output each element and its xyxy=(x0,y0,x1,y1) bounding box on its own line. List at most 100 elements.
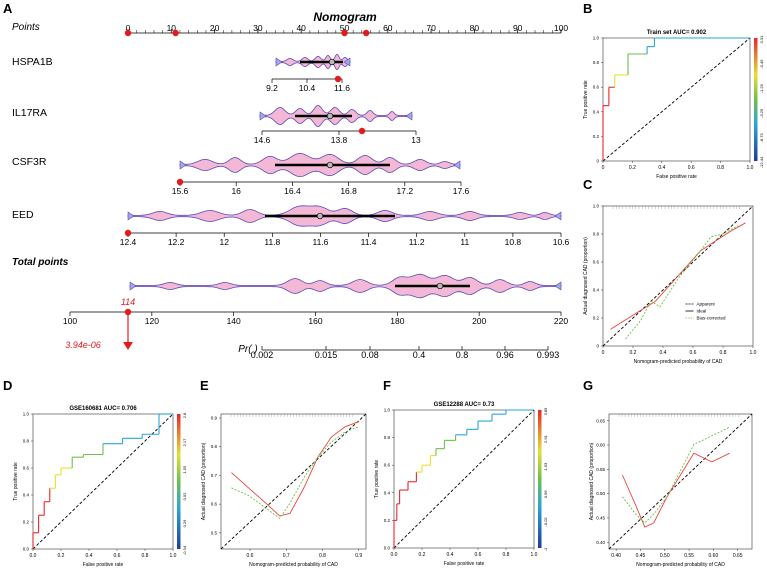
panel-c-ytick-label: 0.8 xyxy=(593,232,600,237)
panel-g-diagonal xyxy=(608,413,753,550)
panel-b-colorbar-label: 0.31 xyxy=(759,35,764,44)
hspa1b-scale-tick-label: 11.6 xyxy=(334,83,350,93)
eed-scale-tick-label: 10.8 xyxy=(505,237,522,247)
total-points-value: 114 xyxy=(121,297,135,307)
panel-f-colorbar-label: 1.93 xyxy=(543,462,548,471)
panel-e-ytick-label: 0.6 xyxy=(211,502,218,507)
eed-median xyxy=(316,212,324,220)
panel-e-frame xyxy=(220,413,367,550)
panel-d-colorbar-label: -0.34 xyxy=(182,545,187,555)
il17ra-median xyxy=(326,112,334,120)
panel-e-ytick-label: 0.9 xyxy=(211,416,218,421)
panel-e-xtick-label: 0.6 xyxy=(247,553,254,559)
panel-e-series-bias-corrected xyxy=(231,426,360,520)
panel-b-xlabel: False positive rate xyxy=(656,174,697,180)
csf3r-scale-tick-label: 16.8 xyxy=(340,186,357,196)
panel-f-colorbar-label: 0.96 xyxy=(543,490,548,499)
panel-d-diagonal xyxy=(32,413,174,550)
eed-scale-tick-label: 11.4 xyxy=(361,237,377,247)
panel-c-legend-label: Bias-corrected xyxy=(697,316,727,321)
panel-c-xtick-label: 1.0 xyxy=(750,350,757,356)
points-marker xyxy=(362,29,370,37)
points-scale-tick-label: 30 xyxy=(253,23,263,33)
panel-b-colorbar-label: -1.29 xyxy=(759,83,764,93)
panel-g-ytick-label: 0.55 xyxy=(596,467,605,472)
panel-c-legend-label: Ideal xyxy=(697,309,707,314)
panel-e-ytick-label: 0.7 xyxy=(211,473,218,478)
panel-c-ylabel: Actual diagnosed CAD (proportion) xyxy=(583,237,589,315)
panel-g-series-bias-corrected xyxy=(622,426,730,524)
row-label-4: EED xyxy=(12,209,34,221)
panel-e-diagonal xyxy=(220,413,367,550)
total-scale-tick-label: 120 xyxy=(145,316,159,326)
panel-d-ytick-label: 0.2 xyxy=(23,520,30,525)
panel-label-d: D xyxy=(3,378,13,393)
panel-g-xtick-label: 0.50 xyxy=(660,553,670,559)
panel-c-xlabel: Nomogram-predicted probability of CAD xyxy=(634,359,723,365)
panel-d-colorbar-label: 2.17 xyxy=(182,438,187,447)
hspa1b-marker xyxy=(334,75,342,83)
prob-scale-tick-label: 0.015 xyxy=(315,350,338,360)
prob-scale-tick-label: 0.002 xyxy=(251,350,274,360)
panel-f-xtick-label: 0.6 xyxy=(475,552,482,558)
probability-value: 3.94e-06 xyxy=(65,340,101,350)
panel-b-ytick-label: 0.8 xyxy=(593,60,600,65)
il17ra-marker xyxy=(358,127,366,135)
panel-b-xtick-label: 0.6 xyxy=(688,165,695,171)
csf3r-scale-tick-label: 16 xyxy=(231,186,241,196)
panel-c-xtick-label: 0.6 xyxy=(690,350,697,356)
panel-d-colorbar-label: 0.92 xyxy=(182,492,187,501)
total-scale-tick-label: 180 xyxy=(390,316,404,326)
row-label-3: CSF3R xyxy=(12,156,47,168)
panel-c-series-bias-corrected xyxy=(625,225,739,340)
nomogram-title: Nomogram xyxy=(313,10,377,24)
panel-c-xtick-label: 0.2 xyxy=(630,350,637,356)
panel-b-ytick-label: 0.4 xyxy=(593,109,600,114)
panel-e-series-apparent xyxy=(231,421,360,517)
panel-f-ytick-label: 0.6 xyxy=(384,463,391,468)
panel-d-colorbar-label: 1.55 xyxy=(182,465,187,474)
prob-scale-tick-label: 0.993 xyxy=(537,350,560,360)
panel-d-xtick-label: 0.8 xyxy=(142,553,149,559)
total-end-left xyxy=(129,281,137,291)
panel-f-xtick-label: 0.2 xyxy=(419,552,426,558)
row-label-2: IL17RA xyxy=(12,107,47,119)
panel-d-colorbar xyxy=(177,414,181,549)
il17ra-end-left xyxy=(259,111,267,121)
panel-d-title: GSE160681 AUC= 0.706 xyxy=(69,406,137,412)
panel-g-xtick-label: 0.55 xyxy=(684,553,694,559)
points-scale-tick-label: 80 xyxy=(470,23,480,33)
panel-g-series-apparent xyxy=(621,452,730,528)
eed-end-right xyxy=(554,211,562,221)
panel-c-ytick-label: 0.2 xyxy=(593,316,600,321)
row-label-5: Total points xyxy=(12,257,69,268)
panel-d-ylabel: True positive rate xyxy=(13,462,19,501)
panel-c-xtick-label: 0.8 xyxy=(720,350,727,356)
panel-b-colorbar-label: -8.73 xyxy=(759,133,764,143)
prob-scale-tick-label: 0.96 xyxy=(496,350,514,360)
hspa1b-median xyxy=(328,58,336,66)
eed-scale-tick-label: 11.6 xyxy=(312,237,328,247)
eed-end-left xyxy=(127,211,135,221)
panel-f-colorbar-label: -1 xyxy=(543,547,548,551)
total-scale-tick-label: 220 xyxy=(554,316,568,326)
hspa1b-end-left xyxy=(275,57,283,67)
il17ra-scale-tick-label: 14.6 xyxy=(254,135,271,145)
row-label-0: Points xyxy=(12,22,40,33)
panel-g-ytick-label: 0.60 xyxy=(596,443,605,448)
panel-g-ytick-label: 0.45 xyxy=(596,515,605,520)
panel-g-xtick-label: 0.45 xyxy=(636,553,646,559)
panel-d-xtick-label: 0.4 xyxy=(86,553,93,559)
panel-f-ytick-label: 0.2 xyxy=(384,518,391,523)
panel-f-xtick-label: 0.4 xyxy=(447,552,454,558)
il17ra-scale-tick-label: 13 xyxy=(411,135,421,145)
csf3r-scale-tick-label: 15.6 xyxy=(172,186,189,196)
panel-b-ylabel: True positive rate xyxy=(583,80,589,119)
panel-e-xtick-label: 0.7 xyxy=(283,553,290,559)
panel-label-f: F xyxy=(383,378,391,393)
panel-f-colorbar xyxy=(538,410,542,548)
panel-c-ytick-label: 0.4 xyxy=(593,288,600,293)
points-marker xyxy=(341,29,348,37)
panel-b-colorbar xyxy=(754,38,758,161)
panel-f-ytick-label: 0.8 xyxy=(384,435,391,440)
